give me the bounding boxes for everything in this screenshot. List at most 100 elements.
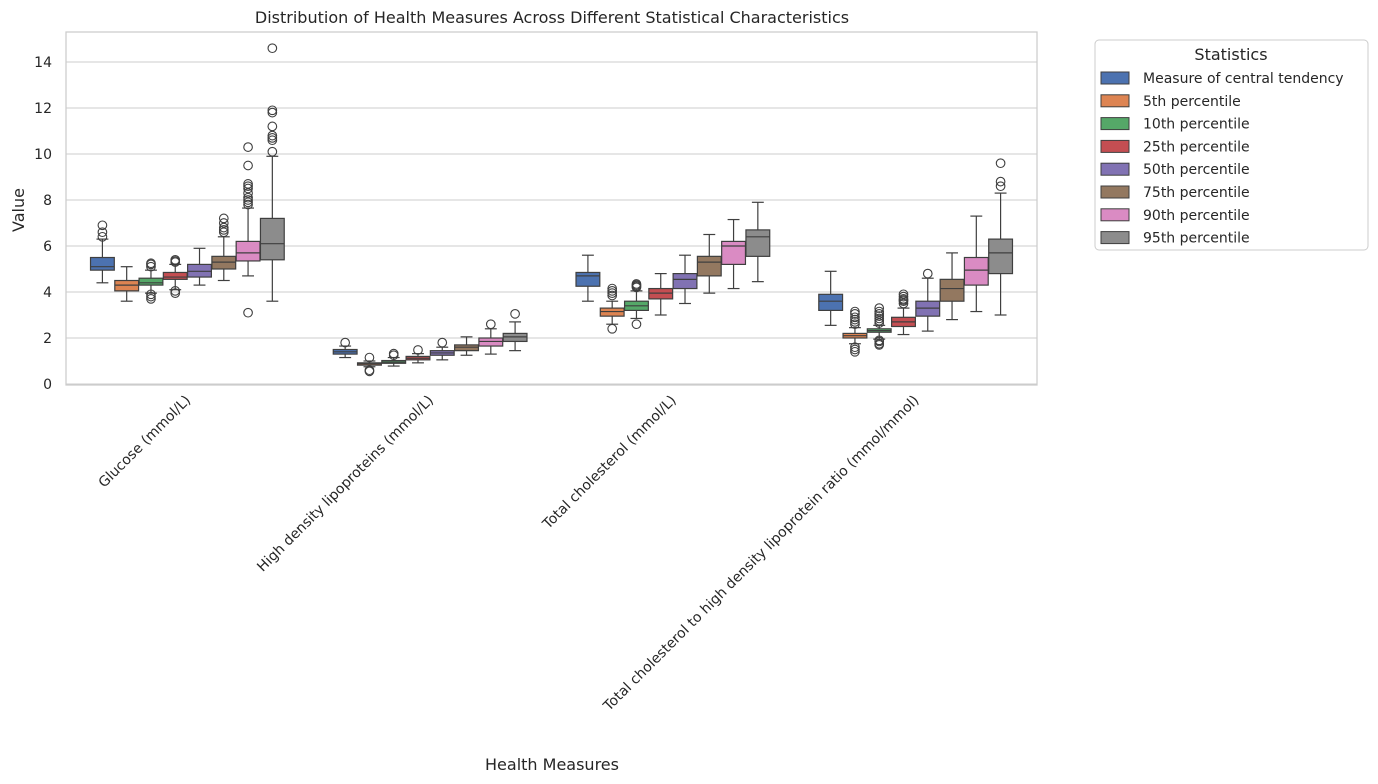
box-5-1 <box>454 336 480 356</box>
outlier-point <box>267 43 278 54</box>
box-3-2 <box>648 273 674 316</box>
y-tick-label: 12 <box>34 101 52 117</box>
legend-swatch <box>1100 208 1130 222</box>
box-0-1 <box>332 337 358 359</box>
outlier-point <box>243 197 253 208</box>
box-5-3 <box>939 252 965 321</box>
outlier-point <box>243 192 253 203</box>
outlier-point <box>364 352 375 363</box>
box-body <box>575 271 601 287</box>
box-body <box>89 256 115 271</box>
outlier-point <box>146 289 156 300</box>
legend-swatch <box>1100 231 1130 245</box>
outlier-point <box>267 107 278 118</box>
y-axis-ticks: 0 2 4 6 8 10 12 14 <box>34 55 52 393</box>
box-body <box>259 217 285 261</box>
box-7-0 <box>259 43 285 302</box>
box-6-1 <box>478 319 504 355</box>
y-tick-label: 0 <box>43 377 52 393</box>
box-2-2 <box>623 279 649 330</box>
outlier-point <box>995 176 1006 187</box>
outlier-point <box>170 286 181 296</box>
legend-items: Measure of central tendency 5th percentil… <box>1100 71 1344 247</box>
outlier-point <box>874 338 885 349</box>
legend-swatch <box>1100 162 1130 176</box>
box-body <box>988 238 1014 275</box>
box-1-1 <box>356 352 382 377</box>
legend-entry-label: 75th percentile <box>1143 185 1250 201</box>
outlier-point <box>218 218 229 228</box>
outlier-point <box>874 318 885 328</box>
box-6-0 <box>235 142 261 318</box>
outlier-point <box>170 254 181 265</box>
y-tick-label: 6 <box>43 239 52 255</box>
outlier-point <box>243 142 253 152</box>
outlier-point <box>850 319 860 330</box>
legend-entry-label: 10th percentile <box>1143 117 1250 133</box>
box-2-1 <box>381 348 407 367</box>
x-axis-label: Health Measures <box>485 755 619 774</box>
box-body <box>672 273 698 290</box>
chart-title: Distribution of Health Measures Across D… <box>255 8 849 27</box>
outlier-point <box>607 290 618 301</box>
box-0-3 <box>818 270 844 326</box>
box-4-3 <box>915 268 941 332</box>
box-7-3 <box>988 158 1014 316</box>
outlier-point <box>97 220 108 231</box>
outlier-point <box>267 121 278 132</box>
outlier-point <box>850 344 860 355</box>
outlier-point <box>146 261 156 272</box>
y-tick-label: 10 <box>34 147 52 163</box>
outlier-point <box>607 323 618 334</box>
outlier-point <box>898 291 909 302</box>
outlier-point <box>631 319 642 330</box>
grid-lines <box>66 61 1037 385</box>
legend-swatch <box>1100 139 1130 153</box>
outlier-point <box>850 312 860 323</box>
outlier-point <box>607 283 618 294</box>
legend-entry-label: Measure of central tendency <box>1143 71 1344 87</box>
outlier-point <box>413 345 423 355</box>
outlier-point <box>243 188 253 198</box>
outlier-point <box>850 306 860 317</box>
box-0-2 <box>575 254 601 302</box>
box-1-2 <box>599 283 625 334</box>
legend-title: Statistics <box>1194 45 1267 64</box>
outlier-point <box>267 133 278 143</box>
outlier-point <box>243 307 253 318</box>
legend-swatch <box>1100 185 1130 199</box>
box-7-1 <box>502 309 528 352</box>
legend-entry-label: 90th percentile <box>1143 208 1250 224</box>
outlier-point <box>922 268 933 279</box>
legend-swatch <box>1100 71 1130 85</box>
outlier-point <box>146 258 156 269</box>
outlier-point <box>340 337 351 348</box>
legend-entry-label: 95th percentile <box>1143 231 1250 247</box>
outlier-point <box>874 313 885 324</box>
box-1-3 <box>842 306 868 357</box>
box-body <box>138 277 164 286</box>
outlier-point <box>243 179 253 189</box>
outlier-point <box>243 199 253 210</box>
outlier-point <box>898 298 909 309</box>
box-body <box>745 229 771 257</box>
box-body <box>235 240 261 262</box>
box-body <box>162 271 188 280</box>
outlier-point <box>874 335 885 346</box>
box-6-3 <box>963 215 989 313</box>
outlier-point <box>874 311 885 322</box>
outlier-point <box>170 288 181 299</box>
outlier-point <box>437 337 448 348</box>
outlier-point <box>485 319 496 330</box>
outlier-point <box>388 348 399 359</box>
box-1-0 <box>114 266 140 302</box>
box-body <box>721 240 747 265</box>
box-3-3 <box>890 289 916 336</box>
legend-entry-label: 50th percentile <box>1143 162 1250 178</box>
y-axis-label: Value <box>9 188 28 232</box>
outlier-point <box>146 291 156 302</box>
box-body <box>818 293 844 311</box>
box-body <box>963 256 989 286</box>
box-3-0 <box>162 254 188 299</box>
outlier-point <box>850 342 860 353</box>
